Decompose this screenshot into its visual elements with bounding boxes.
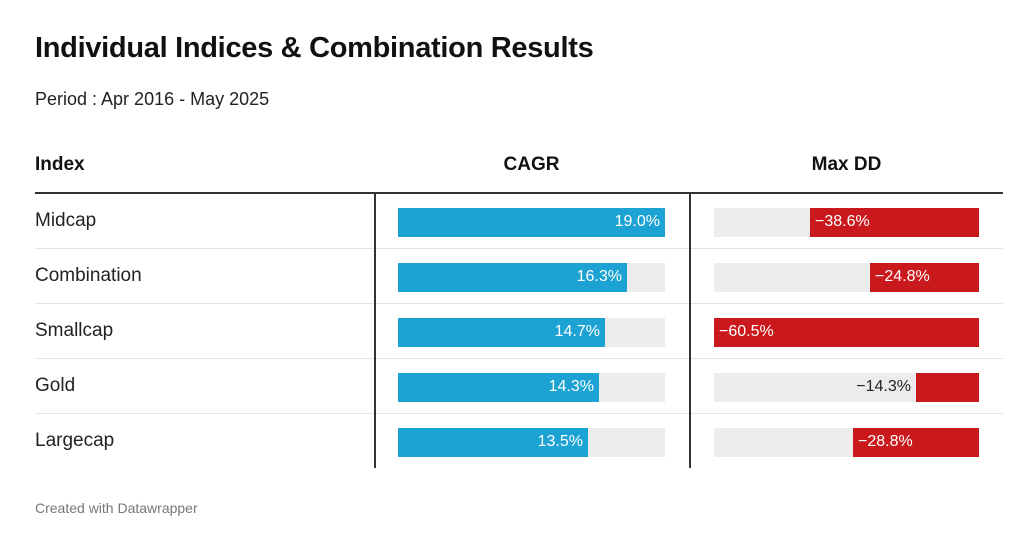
header-divider [35, 192, 1003, 194]
column-header-max-dd: Max DD [811, 154, 882, 175]
table-row: Gold 14.3% −14.3% [35, 359, 1003, 414]
row-separator [35, 358, 1003, 359]
row-separator [35, 413, 1003, 414]
cagr-value-label: 14.3% [548, 378, 594, 395]
table-row: Midcap 19.0% −38.6% [35, 194, 1003, 249]
max-dd-value-label: −28.8% [858, 433, 913, 450]
table-row: Combination 16.3% −24.8% [35, 249, 1003, 304]
max-dd-value-label: −24.8% [875, 268, 930, 285]
cagr-bar [398, 208, 665, 237]
index-name: Combination [35, 265, 142, 286]
cagr-bar-track: 13.5% [398, 428, 665, 457]
max-dd-value-label: −14.3% [856, 378, 911, 395]
column-divider-max-dd [689, 194, 691, 468]
row-separator [35, 303, 1003, 304]
index-name: Smallcap [35, 320, 114, 341]
row-separator [35, 248, 1003, 249]
table-row: Smallcap 14.7% −60.5% [35, 304, 1003, 359]
max-dd-bar [870, 263, 979, 292]
index-name: Largecap [35, 430, 115, 451]
max-dd-value-label: −38.6% [815, 213, 870, 230]
max-dd-value-label: −60.5% [719, 323, 774, 340]
chart-subtitle: Period : Apr 2016 - May 2025 [35, 89, 270, 109]
max-dd-bar-track: −24.8% [714, 263, 979, 292]
cagr-bar [398, 318, 605, 347]
table-row: Largecap 13.5% −28.8% [35, 414, 1003, 469]
column-header-index: Index [35, 154, 85, 175]
cagr-value-label: 16.3% [576, 268, 622, 285]
cagr-bar [398, 263, 627, 292]
max-dd-bar-track: −60.5% [714, 318, 979, 347]
cagr-bar-track: 14.7% [398, 318, 665, 347]
max-dd-bar [853, 428, 979, 457]
cagr-bar [398, 428, 588, 457]
max-dd-bar [810, 208, 979, 237]
max-dd-bar-track: −28.8% [714, 428, 979, 457]
cagr-bar-track: 19.0% [398, 208, 665, 237]
footer-credit: Created with Datawrapper [35, 500, 198, 516]
column-header-cagr: CAGR [503, 154, 560, 175]
index-name: Gold [35, 375, 76, 396]
cagr-bar [398, 373, 599, 402]
cagr-value-label: 19.0% [614, 213, 660, 230]
cagr-bar-track: 14.3% [398, 373, 665, 402]
max-dd-bar [916, 373, 979, 402]
max-dd-bar-track: −38.6% [714, 208, 979, 237]
column-divider-cagr [374, 194, 376, 468]
cagr-bar-track: 16.3% [398, 263, 665, 292]
cagr-value-label: 13.5% [537, 433, 583, 450]
index-name: Midcap [35, 210, 97, 231]
max-dd-bar-track: −14.3% [714, 373, 979, 402]
max-dd-bar [714, 318, 979, 347]
cagr-value-label: 14.7% [554, 323, 600, 340]
chart-title: Individual Indices & Combination Results [35, 32, 594, 64]
